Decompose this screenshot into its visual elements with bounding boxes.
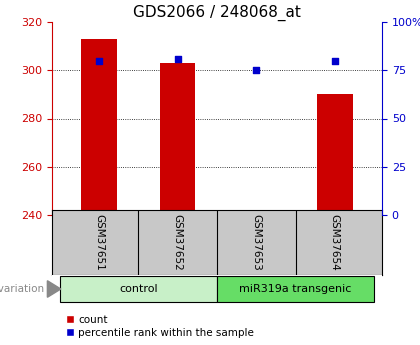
Text: GSM37651: GSM37651 <box>94 214 104 271</box>
Bar <box>239 213 274 215</box>
Polygon shape <box>47 281 61 297</box>
Bar <box>217 276 374 303</box>
Bar <box>160 63 195 215</box>
Bar <box>60 276 217 303</box>
Legend: count, percentile rank within the sample: count, percentile rank within the sample <box>66 315 254 338</box>
Point <box>174 56 181 61</box>
Point <box>331 58 338 63</box>
Title: GDS2066 / 248068_at: GDS2066 / 248068_at <box>133 4 301 21</box>
Text: miR319a transgenic: miR319a transgenic <box>239 284 352 294</box>
Bar <box>317 95 352 215</box>
Point <box>96 58 102 63</box>
Text: genotype/variation: genotype/variation <box>0 284 48 294</box>
Text: GSM37652: GSM37652 <box>173 214 183 271</box>
Point <box>253 68 260 73</box>
Text: GSM37654: GSM37654 <box>330 214 340 271</box>
Bar <box>81 39 117 215</box>
Text: control: control <box>119 284 158 294</box>
Text: GSM37653: GSM37653 <box>251 214 261 271</box>
